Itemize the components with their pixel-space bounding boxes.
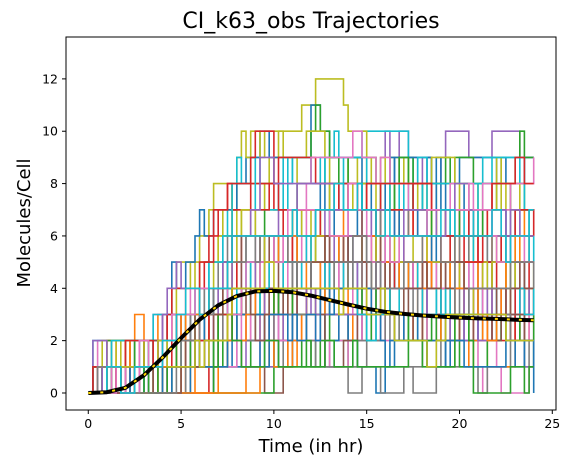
trajectory-line (88, 182, 534, 394)
x-tick-label: 10 (266, 416, 282, 431)
y-axis-label: Molecules/Cell (14, 158, 35, 287)
x-axis-label: Time (in hr) (258, 436, 364, 457)
y-tick-label: 2 (50, 333, 58, 348)
y-tick-label: 6 (50, 228, 58, 243)
x-tick-label: 5 (177, 416, 185, 431)
chart-title: CI_k63_obs Trajectories (182, 9, 439, 34)
trajectory-line (88, 156, 534, 394)
mean-line-dashes (88, 289, 534, 394)
x-axis: 0 5 10 15 20 25 (84, 410, 560, 431)
y-tick-label: 10 (42, 124, 58, 139)
trajectory-line (88, 235, 534, 394)
y-tick-label: 0 (50, 385, 58, 400)
trajectory-line (88, 261, 534, 394)
y-tick-label: 12 (42, 71, 58, 86)
x-tick-label: 25 (544, 416, 560, 431)
x-tick-label: 0 (84, 416, 92, 431)
x-tick-label: 20 (452, 416, 468, 431)
x-tick-label: 15 (359, 416, 375, 431)
y-axis: 0 2 4 6 8 10 12 (42, 71, 66, 400)
y-tick-label: 8 (50, 176, 58, 191)
mean-line-layer (88, 288, 534, 395)
plot-frame (65, 36, 557, 411)
y-tick-label: 4 (50, 281, 58, 296)
